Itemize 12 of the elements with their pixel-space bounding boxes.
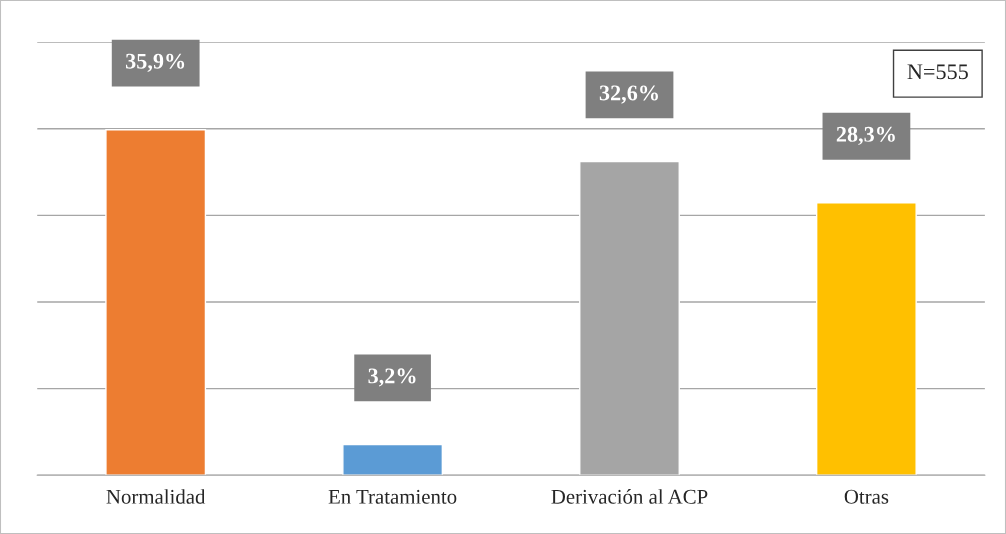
x-tick-label: Derivación al ACP xyxy=(551,489,708,504)
data-label: 35,9% xyxy=(125,53,185,72)
data-label: 32,6% xyxy=(599,85,658,104)
x-tick-label: Otras xyxy=(844,489,889,504)
data-label: 3,2% xyxy=(368,368,416,387)
bar xyxy=(815,202,917,476)
annotation: N=555 xyxy=(907,64,968,80)
bar xyxy=(342,443,444,476)
data-label: 28,3% xyxy=(836,126,895,146)
bar xyxy=(105,129,207,476)
x-tick-label: En Tratamiento xyxy=(328,489,457,504)
x-tick-label: Normalidad xyxy=(106,489,206,504)
